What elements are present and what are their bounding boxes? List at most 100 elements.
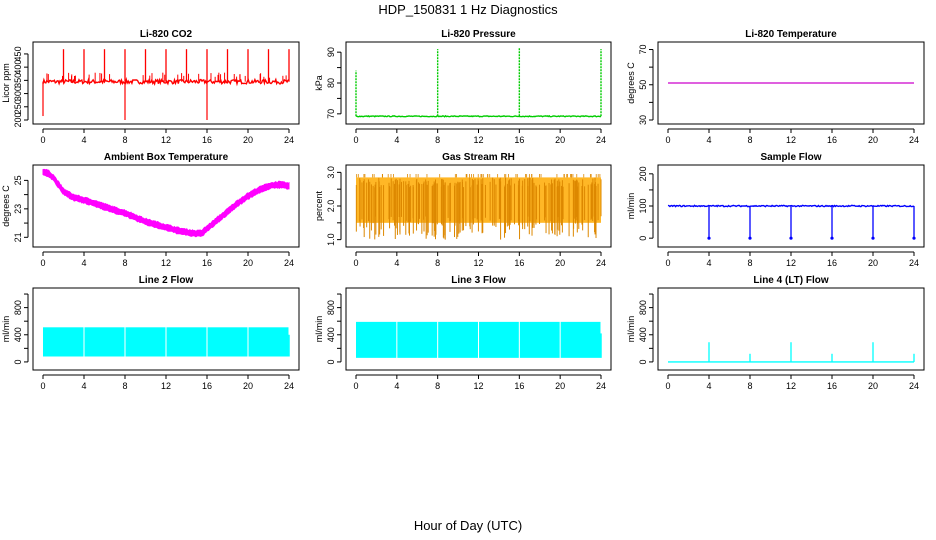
y-tick-label: 21 (13, 232, 23, 242)
series-band (560, 321, 601, 358)
chart-panel-co2: Li-820 CO2 Licor ppm 0 4 8 12 16 20 24 2002503003… (1, 29, 300, 145)
x-tick-label: 16 (202, 381, 212, 391)
x-tick-label: 8 (122, 258, 127, 268)
series-band (479, 321, 519, 358)
x-tick-label: 20 (555, 135, 565, 145)
y-tick-label: 250 (13, 99, 23, 114)
y-tick-label: 350 (13, 73, 23, 88)
y-tick-label: 70 (326, 109, 336, 119)
x-tick-label: 0 (353, 135, 358, 145)
x-tick-label: 24 (909, 258, 919, 268)
x-tick-label: 4 (394, 258, 399, 268)
dip-point (707, 236, 711, 240)
y-axis-label: degrees C (626, 62, 636, 104)
x-tick-label: 12 (786, 135, 796, 145)
x-tick-label: 24 (596, 381, 606, 391)
plot-frame (32, 164, 300, 248)
panel-title: Li-820 CO2 (140, 29, 193, 40)
x-tick-label: 24 (284, 135, 294, 145)
series-band (84, 327, 125, 357)
chart-panel-line2: Line 2 Flow ml/min 0 4 8 12 16 20 24 0 400 800 (1, 275, 300, 391)
plot-frame (657, 41, 925, 125)
plot-frame (657, 287, 925, 371)
x-tick-label: 4 (81, 258, 86, 268)
y-axis-label: ml/min (314, 316, 324, 343)
x-tick-label: 0 (665, 258, 670, 268)
y-tick-label: 450 (13, 46, 23, 61)
x-tick-label: 0 (40, 135, 45, 145)
x-tick-label: 0 (353, 258, 358, 268)
y-tick-label: 200 (638, 166, 648, 181)
series-band (207, 327, 248, 357)
x-tick-label: 24 (284, 258, 294, 268)
x-tick-label: 16 (827, 135, 837, 145)
x-tick-label: 16 (514, 258, 524, 268)
chart-panel-rh: Gas Stream RH percent 0 4 8 12 16 20 24 1.0 2.0 3.0 (314, 152, 612, 268)
x-tick-label: 4 (394, 135, 399, 145)
series-band (42, 168, 290, 238)
y-tick-label: 0 (13, 359, 23, 364)
panel-title: Ambient Box Temperature (104, 152, 229, 163)
x-tick-label: 12 (161, 381, 171, 391)
y-tick-label: 400 (13, 60, 23, 75)
y-tick-label: 30 (638, 115, 648, 125)
y-tick-label: 800 (13, 300, 23, 315)
series-band (438, 321, 478, 358)
x-tick-label: 0 (353, 381, 358, 391)
x-tick-label: 24 (596, 135, 606, 145)
x-tick-label: 0 (665, 135, 670, 145)
y-tick-label: 300 (13, 86, 23, 101)
series-band (519, 321, 560, 358)
chart-panel-temperature: Li-820 Temperature degrees C 0 4 8 12 16 20 24 30… (626, 29, 925, 145)
y-axis-label: percent (314, 190, 324, 221)
y-tick-label: 100 (638, 198, 648, 213)
x-tick-label: 20 (555, 258, 565, 268)
y-tick-label: 23 (13, 204, 23, 214)
x-tick-label: 12 (161, 135, 171, 145)
chart-panel-line3: Line 3 Flow ml/min 0 4 8 12 16 20 24 0 400 800 (314, 275, 612, 391)
plot-frame (345, 287, 612, 371)
y-tick-label: 0 (326, 359, 336, 364)
x-tick-label: 16 (514, 135, 524, 145)
x-tick-label: 12 (473, 258, 483, 268)
dip-point (789, 236, 793, 240)
x-tick-label: 24 (909, 135, 919, 145)
panel-title: Line 3 Flow (451, 275, 506, 286)
series-band (397, 321, 438, 358)
dip-point (871, 236, 875, 240)
plot-frame (345, 41, 612, 125)
x-tick-label: 8 (747, 381, 752, 391)
x-tick-label: 20 (868, 258, 878, 268)
panel-title: Li-820 Temperature (745, 29, 837, 40)
dip-point (912, 236, 916, 240)
x-tick-label: 4 (706, 135, 711, 145)
y-tick-label: 25 (13, 175, 23, 185)
y-tick-label: 400 (638, 327, 648, 342)
x-tick-label: 16 (202, 258, 212, 268)
series-band (356, 321, 397, 358)
x-tick-label: 8 (435, 258, 440, 268)
x-tick-label: 4 (706, 258, 711, 268)
y-axis-label: Licor ppm (1, 63, 11, 103)
x-tick-label: 24 (909, 381, 919, 391)
plot-frame (657, 164, 925, 248)
y-tick-label: 400 (326, 327, 336, 342)
chart-panel-sample_flow: Sample Flow ml/min 0 4 8 12 16 20 24 0 100 200 (626, 152, 925, 268)
x-tick-label: 16 (514, 381, 524, 391)
dip-point (748, 236, 752, 240)
y-axis-label: ml/min (1, 316, 11, 343)
y-tick-label: 2.0 (326, 200, 336, 213)
x-tick-label: 8 (435, 381, 440, 391)
plot-frame (32, 41, 300, 125)
series-band (43, 327, 84, 357)
x-tick-label: 8 (747, 135, 752, 145)
x-tick-label: 4 (706, 381, 711, 391)
x-tick-label: 16 (827, 258, 837, 268)
x-tick-label: 24 (284, 381, 294, 391)
x-tick-label: 12 (786, 381, 796, 391)
x-tick-label: 20 (243, 381, 253, 391)
x-tick-label: 20 (868, 381, 878, 391)
x-tick-label: 0 (40, 258, 45, 268)
y-axis-label: kPa (314, 75, 324, 91)
